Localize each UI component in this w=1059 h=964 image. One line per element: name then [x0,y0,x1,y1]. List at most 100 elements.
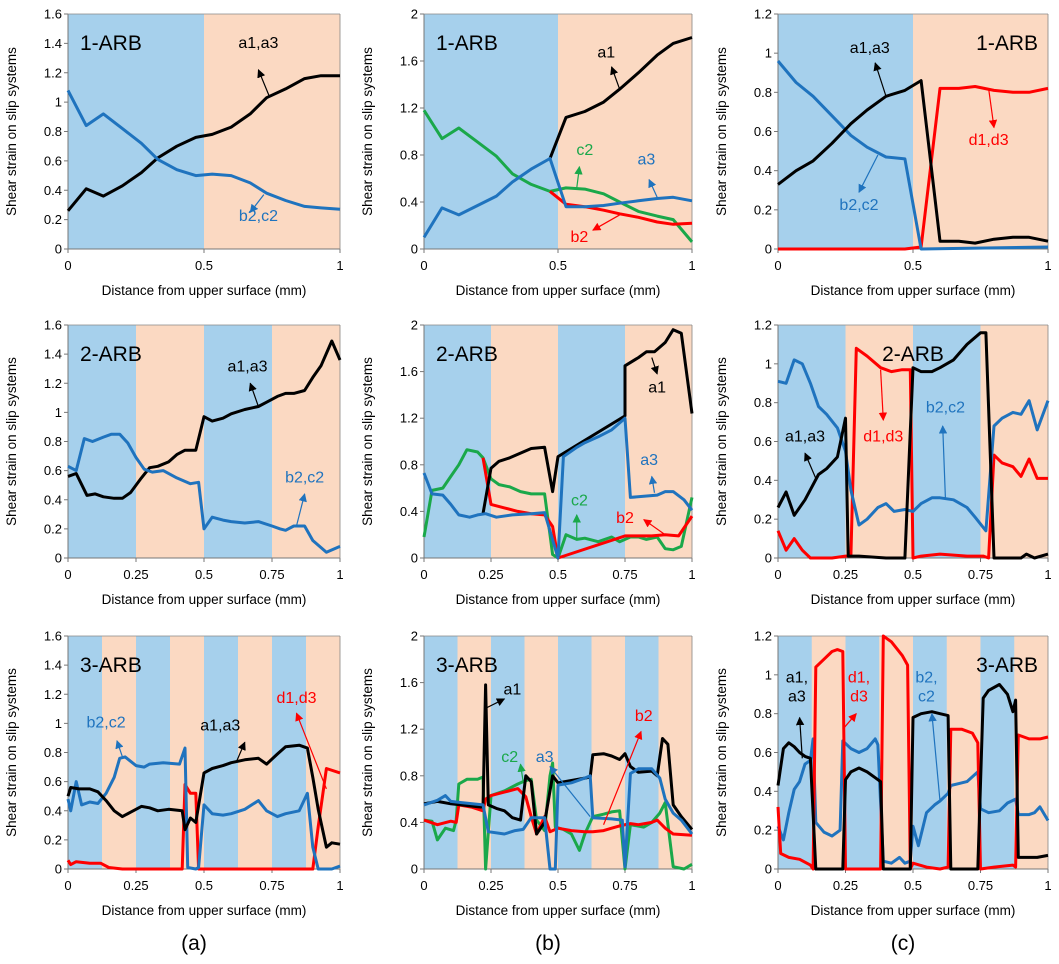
y-tick-label: 0.8 [754,395,772,410]
panel-title: 3-ARB [976,654,1038,677]
series-annotation-label: b2, [915,670,937,687]
y-tick-label: 0.8 [754,706,772,721]
y-tick-label: 0.4 [44,183,62,198]
y-axis-label: Shear strain on slip systems [4,357,19,526]
layer-band [558,14,693,249]
series-annotation-label: d1,d3 [969,132,1009,149]
y-tick-label: 0.6 [754,745,772,760]
panel-c1: 0 0.2 0.4 0.6 0.8 1 1.2 0 0.5 1 Distance from uppe… [714,7,1052,299]
series-annotation-label: a1,a3 [850,40,890,57]
x-tick-label: 1 [336,878,343,893]
annotation-arrow [517,763,526,782]
y-tick-label: 1.4 [44,347,62,362]
x-tick-label: 0 [774,258,781,273]
series-line-b2-c2 [776,60,1049,251]
y-tick-label: 1.6 [400,54,418,69]
x-tick-label: 0.25 [833,567,858,582]
y-tick-label: 1.2 [44,376,62,391]
y-tick-label: 1.6 [400,675,418,690]
series-annotation-label: a1 [597,44,615,61]
layer-band [68,636,103,869]
series-annotation-label: a3 [638,151,656,168]
panel-a2: 0 0.2 0.4 0.6 0.8 1 1.2 1.4 1.6 0 0.25 0.5 0.75 1 Dist… [4,318,344,608]
annotation-arrow [592,214,620,231]
y-tick-label: 0.8 [400,148,418,163]
panel-b3: 0 0.4 0.8 1.2 1.6 2 0 0.25 0.5 0.75 1 Distance from… [360,629,696,919]
y-tick-label: 1 [765,356,772,371]
y-tick-label: 0.2 [44,521,62,536]
y-tick-label: 1 [55,405,62,420]
y-tick-label: 0.6 [754,124,772,139]
layer-band [272,325,341,558]
y-tick-label: 1.2 [400,101,418,116]
panel-c2: 0 0.2 0.4 0.6 0.8 1 1.2 0 0.25 0.5 0.75 1 Distance f… [714,318,1052,608]
series-line-b2-c2 [776,737,1050,865]
x-tick-label: 0.5 [195,258,213,273]
panel-b2: 0 0.4 0.8 1.2 1.6 2 0 0.25 0.5 0.75 1 Distance from… [360,318,696,608]
y-tick-label: 1.2 [400,411,418,426]
y-axis-label: Shear strain on slip systems [714,357,729,526]
y-tick-label: 0.4 [754,163,772,178]
layer-band [1014,636,1049,869]
y-tick-label: 1.2 [754,629,772,644]
series-annotation-label: a3 [640,452,658,469]
series-annotation-label: b2,c2 [839,197,878,214]
panel-title: 1-ARB [80,32,142,55]
layer-band [558,636,592,869]
layer-band [946,636,981,869]
layer-band [102,636,137,869]
x-tick-label: 0 [420,878,427,893]
annotation-arrow [928,712,941,802]
series-line-a1-a3 [776,683,1049,871]
y-tick-label: 0.4 [400,815,418,830]
x-tick-label: 0 [774,878,781,893]
y-tick-label: 0.2 [754,512,772,527]
layer-band [424,325,492,558]
y-tick-label: 0.4 [44,803,62,818]
annotation-arrow [610,66,621,90]
series-line-a1-a3 [66,74,340,212]
y-tick-label: 2 [411,318,418,333]
y-tick-label: 0.8 [44,124,62,139]
series-line-a1 [481,328,694,514]
y-tick-label: 0.8 [400,768,418,783]
x-tick-label: 0.5 [549,567,567,582]
annotation-arrow [236,741,246,762]
panel-title: 2-ARB [80,343,142,366]
layer-band [136,325,205,558]
y-tick-label: 0 [55,862,62,877]
series-annotation-label: d3 [850,689,868,706]
y-tick-label: 0.4 [400,195,418,210]
x-tick-label: 0.25 [123,878,148,893]
y-tick-label: 0.2 [754,202,772,217]
x-tick-label: 0 [64,878,71,893]
series-line-a1-a3 [776,331,1049,560]
y-tick-label: 1.6 [44,318,62,333]
layer-band [980,636,1015,869]
y-tick-label: 1 [765,667,772,682]
series-annotation-label: a3 [788,689,806,706]
series-annotation-label: a1,a3 [200,718,240,735]
panel-c3: 0 0.2 0.4 0.6 0.8 1 1.2 0 0.25 0.5 0.75 1 Distance f… [714,629,1052,919]
y-tick-label: 0.8 [44,434,62,449]
series-annotation-label: c2 [501,749,518,766]
layer-band [913,636,948,869]
y-tick-label: 0.8 [754,85,772,100]
x-tick-label: 1 [1044,258,1051,273]
y-tick-label: 1.2 [754,7,772,22]
x-tick-label: 0.25 [833,878,858,893]
x-tick-label: 1 [336,258,343,273]
x-tick-label: 0 [64,567,71,582]
panel-title: 2-ARB [436,343,498,366]
x-tick-label: 0.5 [904,258,922,273]
series-annotation-label: d1,d3 [863,429,903,446]
series-line-c2 [422,109,694,243]
x-axis-label: Distance from upper surface (mm) [811,283,1016,298]
annotation-arrow [648,475,658,493]
x-axis-label: Distance from upper surface (mm) [102,283,307,298]
annotation-arrow [858,154,879,193]
series-line-a1-a3 [66,743,341,849]
y-tick-label: 1.2 [44,687,62,702]
y-tick-label: 0 [411,242,418,257]
layer-band [658,636,693,869]
